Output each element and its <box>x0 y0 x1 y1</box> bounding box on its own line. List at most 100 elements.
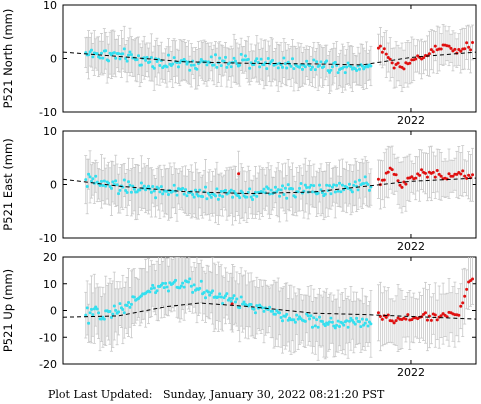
data-point <box>231 195 235 199</box>
data-point <box>328 70 332 74</box>
data-point <box>231 296 235 300</box>
data-point <box>325 183 329 187</box>
data-point <box>118 188 122 192</box>
data-point <box>271 58 275 62</box>
data-point <box>353 180 357 184</box>
data-point <box>139 181 143 185</box>
data-point <box>290 187 294 191</box>
data-point <box>306 314 310 318</box>
data-point <box>320 191 324 195</box>
data-point <box>209 195 213 199</box>
data-point <box>189 284 193 288</box>
recent-data-point <box>402 67 406 71</box>
data-point <box>198 60 202 64</box>
data-point <box>303 183 307 187</box>
data-point <box>159 185 163 189</box>
data-point <box>206 290 210 294</box>
data-point <box>205 197 209 201</box>
data-point <box>323 192 327 196</box>
data-point <box>161 192 165 196</box>
data-point <box>345 319 349 323</box>
data-point <box>95 307 99 311</box>
data-point <box>186 60 190 64</box>
data-point <box>209 55 213 59</box>
data-point <box>238 63 242 67</box>
data-point <box>296 190 300 194</box>
data-point <box>262 187 266 191</box>
data-point <box>271 309 275 313</box>
data-point <box>222 59 226 63</box>
data-point <box>239 295 243 299</box>
data-point <box>332 183 336 187</box>
data-point <box>88 311 92 315</box>
data-point <box>127 301 131 305</box>
data-point <box>139 63 143 67</box>
data-point <box>117 52 121 56</box>
data-point <box>309 183 313 187</box>
data-point <box>109 315 113 319</box>
recent-data-point <box>384 52 388 56</box>
data-point <box>115 183 119 187</box>
recent-data-point <box>463 47 467 51</box>
data-point <box>89 179 93 183</box>
data-point <box>343 71 347 75</box>
y-tick-label: 10 <box>43 125 57 138</box>
data-point <box>128 50 132 54</box>
data-point <box>228 297 232 301</box>
data-point <box>128 305 132 309</box>
data-point <box>273 185 277 189</box>
y-tick-label: -10 <box>39 106 57 119</box>
data-point <box>175 193 179 197</box>
data-point <box>151 184 155 188</box>
data-point <box>165 285 169 289</box>
data-point <box>129 190 133 194</box>
data-point <box>91 55 95 59</box>
data-point <box>88 175 92 179</box>
data-point <box>300 67 304 71</box>
data-point <box>202 291 206 295</box>
data-point <box>298 186 302 190</box>
data-point <box>333 60 337 64</box>
recent-data-point <box>433 313 437 317</box>
data-point <box>107 59 111 63</box>
data-point <box>325 59 329 63</box>
data-point <box>366 324 370 328</box>
recent-data-point <box>439 314 443 318</box>
data-point <box>132 295 136 299</box>
data-point <box>352 183 356 187</box>
data-point <box>218 292 222 296</box>
data-point <box>121 52 125 56</box>
data-point <box>336 319 340 323</box>
data-point <box>85 184 89 188</box>
data-point <box>282 56 286 60</box>
data-point <box>357 320 361 324</box>
recent-points <box>376 40 475 71</box>
data-point <box>151 283 155 287</box>
data-point <box>215 65 219 69</box>
data-point <box>295 313 299 317</box>
recent-data-point <box>414 57 418 61</box>
data-point <box>339 190 343 194</box>
data-point <box>363 321 367 325</box>
data-point <box>107 181 111 185</box>
data-point <box>322 65 326 69</box>
data-point <box>156 57 160 61</box>
data-point <box>142 184 146 188</box>
data-point <box>278 194 282 198</box>
data-point <box>95 52 99 56</box>
data-point <box>298 65 302 69</box>
data-point <box>280 319 284 323</box>
data-point <box>221 194 225 198</box>
data-point <box>184 188 188 192</box>
data-point <box>249 195 253 199</box>
data-point <box>91 177 95 181</box>
data-point <box>357 178 361 182</box>
data-point <box>94 174 98 178</box>
x-tick-label: 2022 <box>397 366 425 379</box>
data-point <box>276 66 280 70</box>
data-point <box>181 281 185 285</box>
recent-data-point <box>435 318 439 322</box>
data-point <box>266 57 270 61</box>
recent-data-point <box>396 61 400 65</box>
data-point <box>166 192 170 196</box>
